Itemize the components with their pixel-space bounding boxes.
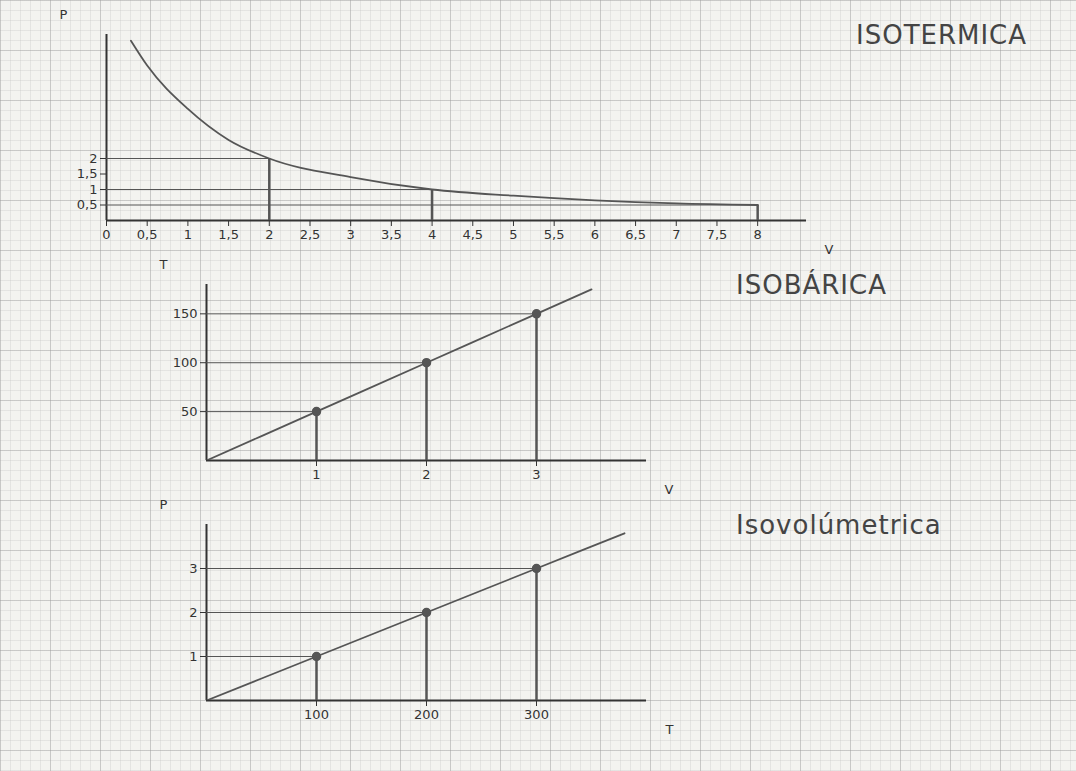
svg-text:3: 3 [189, 561, 197, 576]
svg-text:200: 200 [414, 707, 439, 722]
svg-text:0,5: 0,5 [137, 227, 158, 242]
svg-text:5,5: 5,5 [544, 227, 565, 242]
svg-text:3: 3 [532, 467, 540, 482]
html-text:Isovolúmetrica: Isovolúmetrica [736, 510, 942, 540]
svg-text:1,5: 1,5 [218, 227, 239, 242]
svg-text:2: 2 [89, 151, 97, 166]
svg-text:1: 1 [189, 649, 197, 664]
svg-text:4: 4 [428, 227, 436, 242]
html-text:ISOBÁRICA: ISOBÁRICA [736, 270, 887, 300]
svg-text:2,5: 2,5 [300, 227, 321, 242]
svg-text:3,5: 3,5 [381, 227, 402, 242]
svg-text:P: P [160, 497, 168, 512]
svg-text:V: V [825, 242, 834, 257]
svg-text:2: 2 [265, 227, 273, 242]
svg-text:1: 1 [184, 227, 192, 242]
svg-text:1: 1 [89, 182, 97, 197]
svg-text:T: T [159, 257, 168, 272]
svg-text:7: 7 [672, 227, 680, 242]
svg-text:0,5: 0,5 [77, 197, 98, 212]
html-text:ISOTERMICA: ISOTERMICA [856, 20, 1028, 50]
svg-text:T: T [665, 722, 674, 737]
svg-text:1: 1 [312, 467, 320, 482]
svg-text:100: 100 [304, 707, 329, 722]
svg-text:300: 300 [524, 707, 549, 722]
svg-text:P: P [60, 7, 68, 22]
svg-text:100: 100 [173, 355, 198, 370]
svg-text:6: 6 [591, 227, 599, 242]
svg-text:4,5: 4,5 [462, 227, 483, 242]
svg-text:150: 150 [173, 306, 198, 321]
svg-text:50: 50 [181, 404, 198, 419]
svg-text:5: 5 [509, 227, 517, 242]
svg-text:1,5: 1,5 [77, 166, 98, 181]
svg-text:V: V [665, 482, 674, 497]
svg-text:2: 2 [422, 467, 430, 482]
svg-text:8: 8 [754, 227, 762, 242]
svg-text:6,5: 6,5 [625, 227, 646, 242]
svg-text:0: 0 [102, 227, 110, 242]
svg-text:3: 3 [347, 227, 355, 242]
svg-text:7,5: 7,5 [707, 227, 728, 242]
svg-text:2: 2 [189, 605, 197, 620]
